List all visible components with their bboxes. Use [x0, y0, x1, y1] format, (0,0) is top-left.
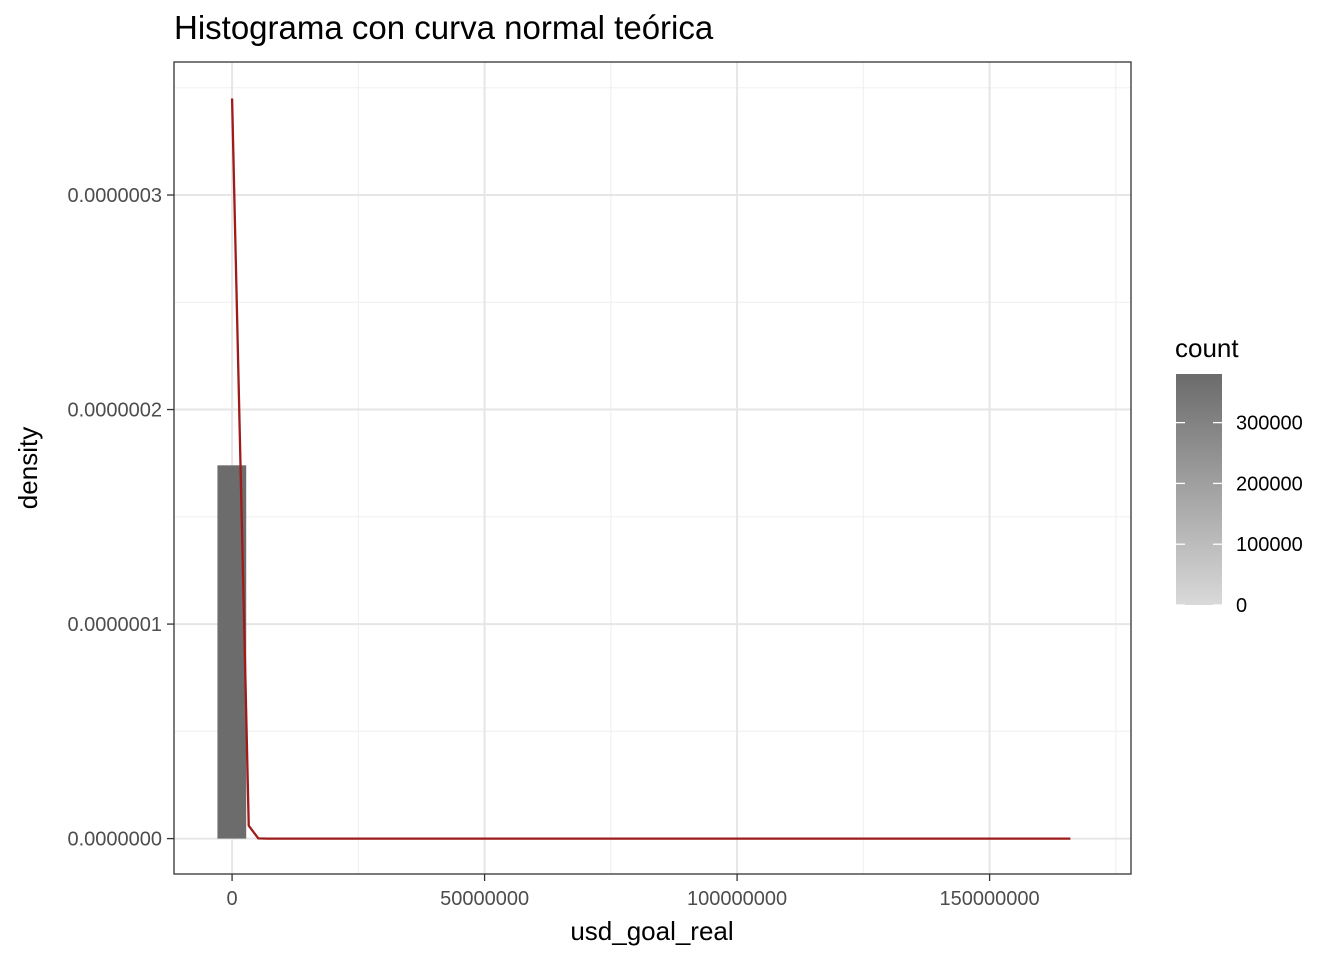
minor-gridlines [174, 62, 1131, 874]
chart-title: Histograma con curva normal teórica [174, 9, 714, 46]
count-legend: count 0 100000 200000 300000 [1175, 333, 1303, 617]
x-tick-label: 0 [227, 888, 238, 910]
x-axis: 0 50000000 100000000 150000000 [227, 874, 1040, 910]
normal-curve-line [230, 98, 1071, 840]
x-tick-label: 50000000 [440, 888, 529, 910]
x-tick-label: 100000000 [687, 888, 787, 910]
normal-curve-group [230, 98, 1071, 840]
y-tick-label: 0.0000003 [67, 185, 162, 207]
y-axis: 0.0000000 0.0000001 0.0000002 0.0000003 [67, 185, 174, 851]
panel-background [174, 62, 1131, 874]
legend-ticks: 0 100000 200000 300000 [1176, 413, 1303, 617]
y-tick-label: 0.0000001 [67, 614, 162, 636]
y-tick-label: 0.0000002 [67, 400, 162, 422]
legend-colorbar [1176, 374, 1222, 605]
legend-title: count [1175, 333, 1239, 363]
x-tick-label: 150000000 [940, 888, 1040, 910]
legend-tick-label: 0 [1236, 595, 1247, 617]
legend-tick-label: 100000 [1236, 534, 1303, 556]
legend-tick-label: 200000 [1236, 473, 1303, 495]
panel-border [173, 61, 1132, 875]
x-axis-title: usd_goal_real [570, 916, 733, 946]
plot-panel [173, 61, 1132, 875]
y-tick-label: 0.0000000 [67, 829, 162, 851]
y-axis-title: density [13, 427, 43, 509]
legend-tick-label: 300000 [1236, 413, 1303, 435]
